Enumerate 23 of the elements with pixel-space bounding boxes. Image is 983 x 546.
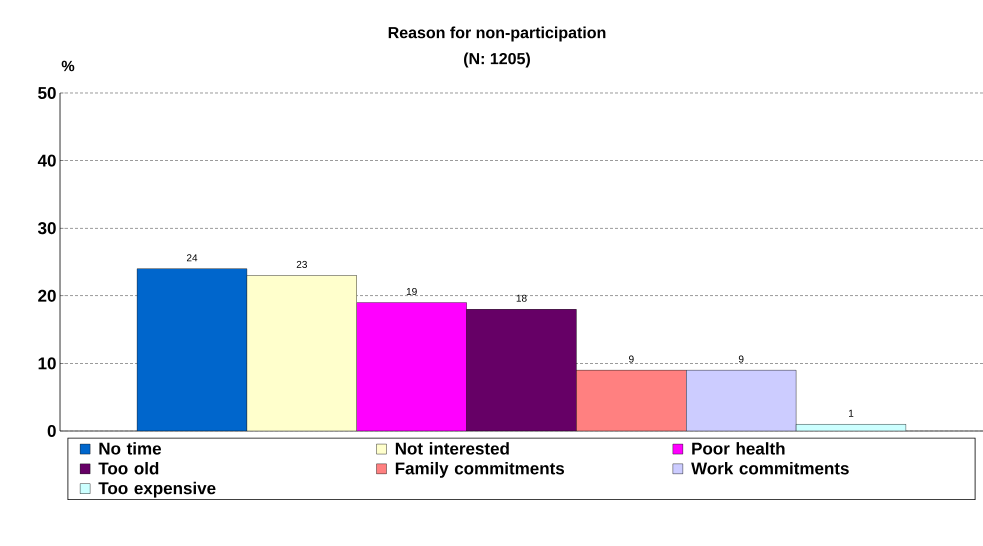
data-label: 18 bbox=[516, 294, 527, 302]
data-label: 9 bbox=[629, 356, 634, 363]
data-label: 23 bbox=[296, 260, 307, 268]
legend-label: Not interested bbox=[396, 442, 509, 455]
legend-label: No time bbox=[99, 442, 162, 455]
y-tick-label: 40 bbox=[38, 154, 56, 167]
y-tick-label: 0 bbox=[48, 424, 56, 438]
data-label: 1 bbox=[848, 410, 854, 417]
y-tick-label: 20 bbox=[38, 290, 56, 302]
legend-label: Work commitments bbox=[691, 462, 849, 474]
y-axis-title: % bbox=[62, 60, 74, 72]
chart-title: Reason for non-participation bbox=[388, 26, 606, 42]
data-label: 19 bbox=[406, 288, 417, 296]
y-tick-label: 10 bbox=[38, 357, 56, 370]
y-tick-label: 50 bbox=[38, 86, 56, 100]
data-label: 24 bbox=[186, 254, 198, 262]
data-label: 9 bbox=[738, 356, 744, 363]
legend-label: Too old bbox=[98, 462, 158, 474]
legend-label: Poor health bbox=[692, 442, 784, 455]
y-tick-label: 30 bbox=[38, 222, 56, 234]
legend-label: Too expensive bbox=[98, 482, 216, 498]
chart-subtitle: (N: 1205) bbox=[464, 52, 530, 68]
legend-label: Family commitments bbox=[396, 462, 564, 478]
